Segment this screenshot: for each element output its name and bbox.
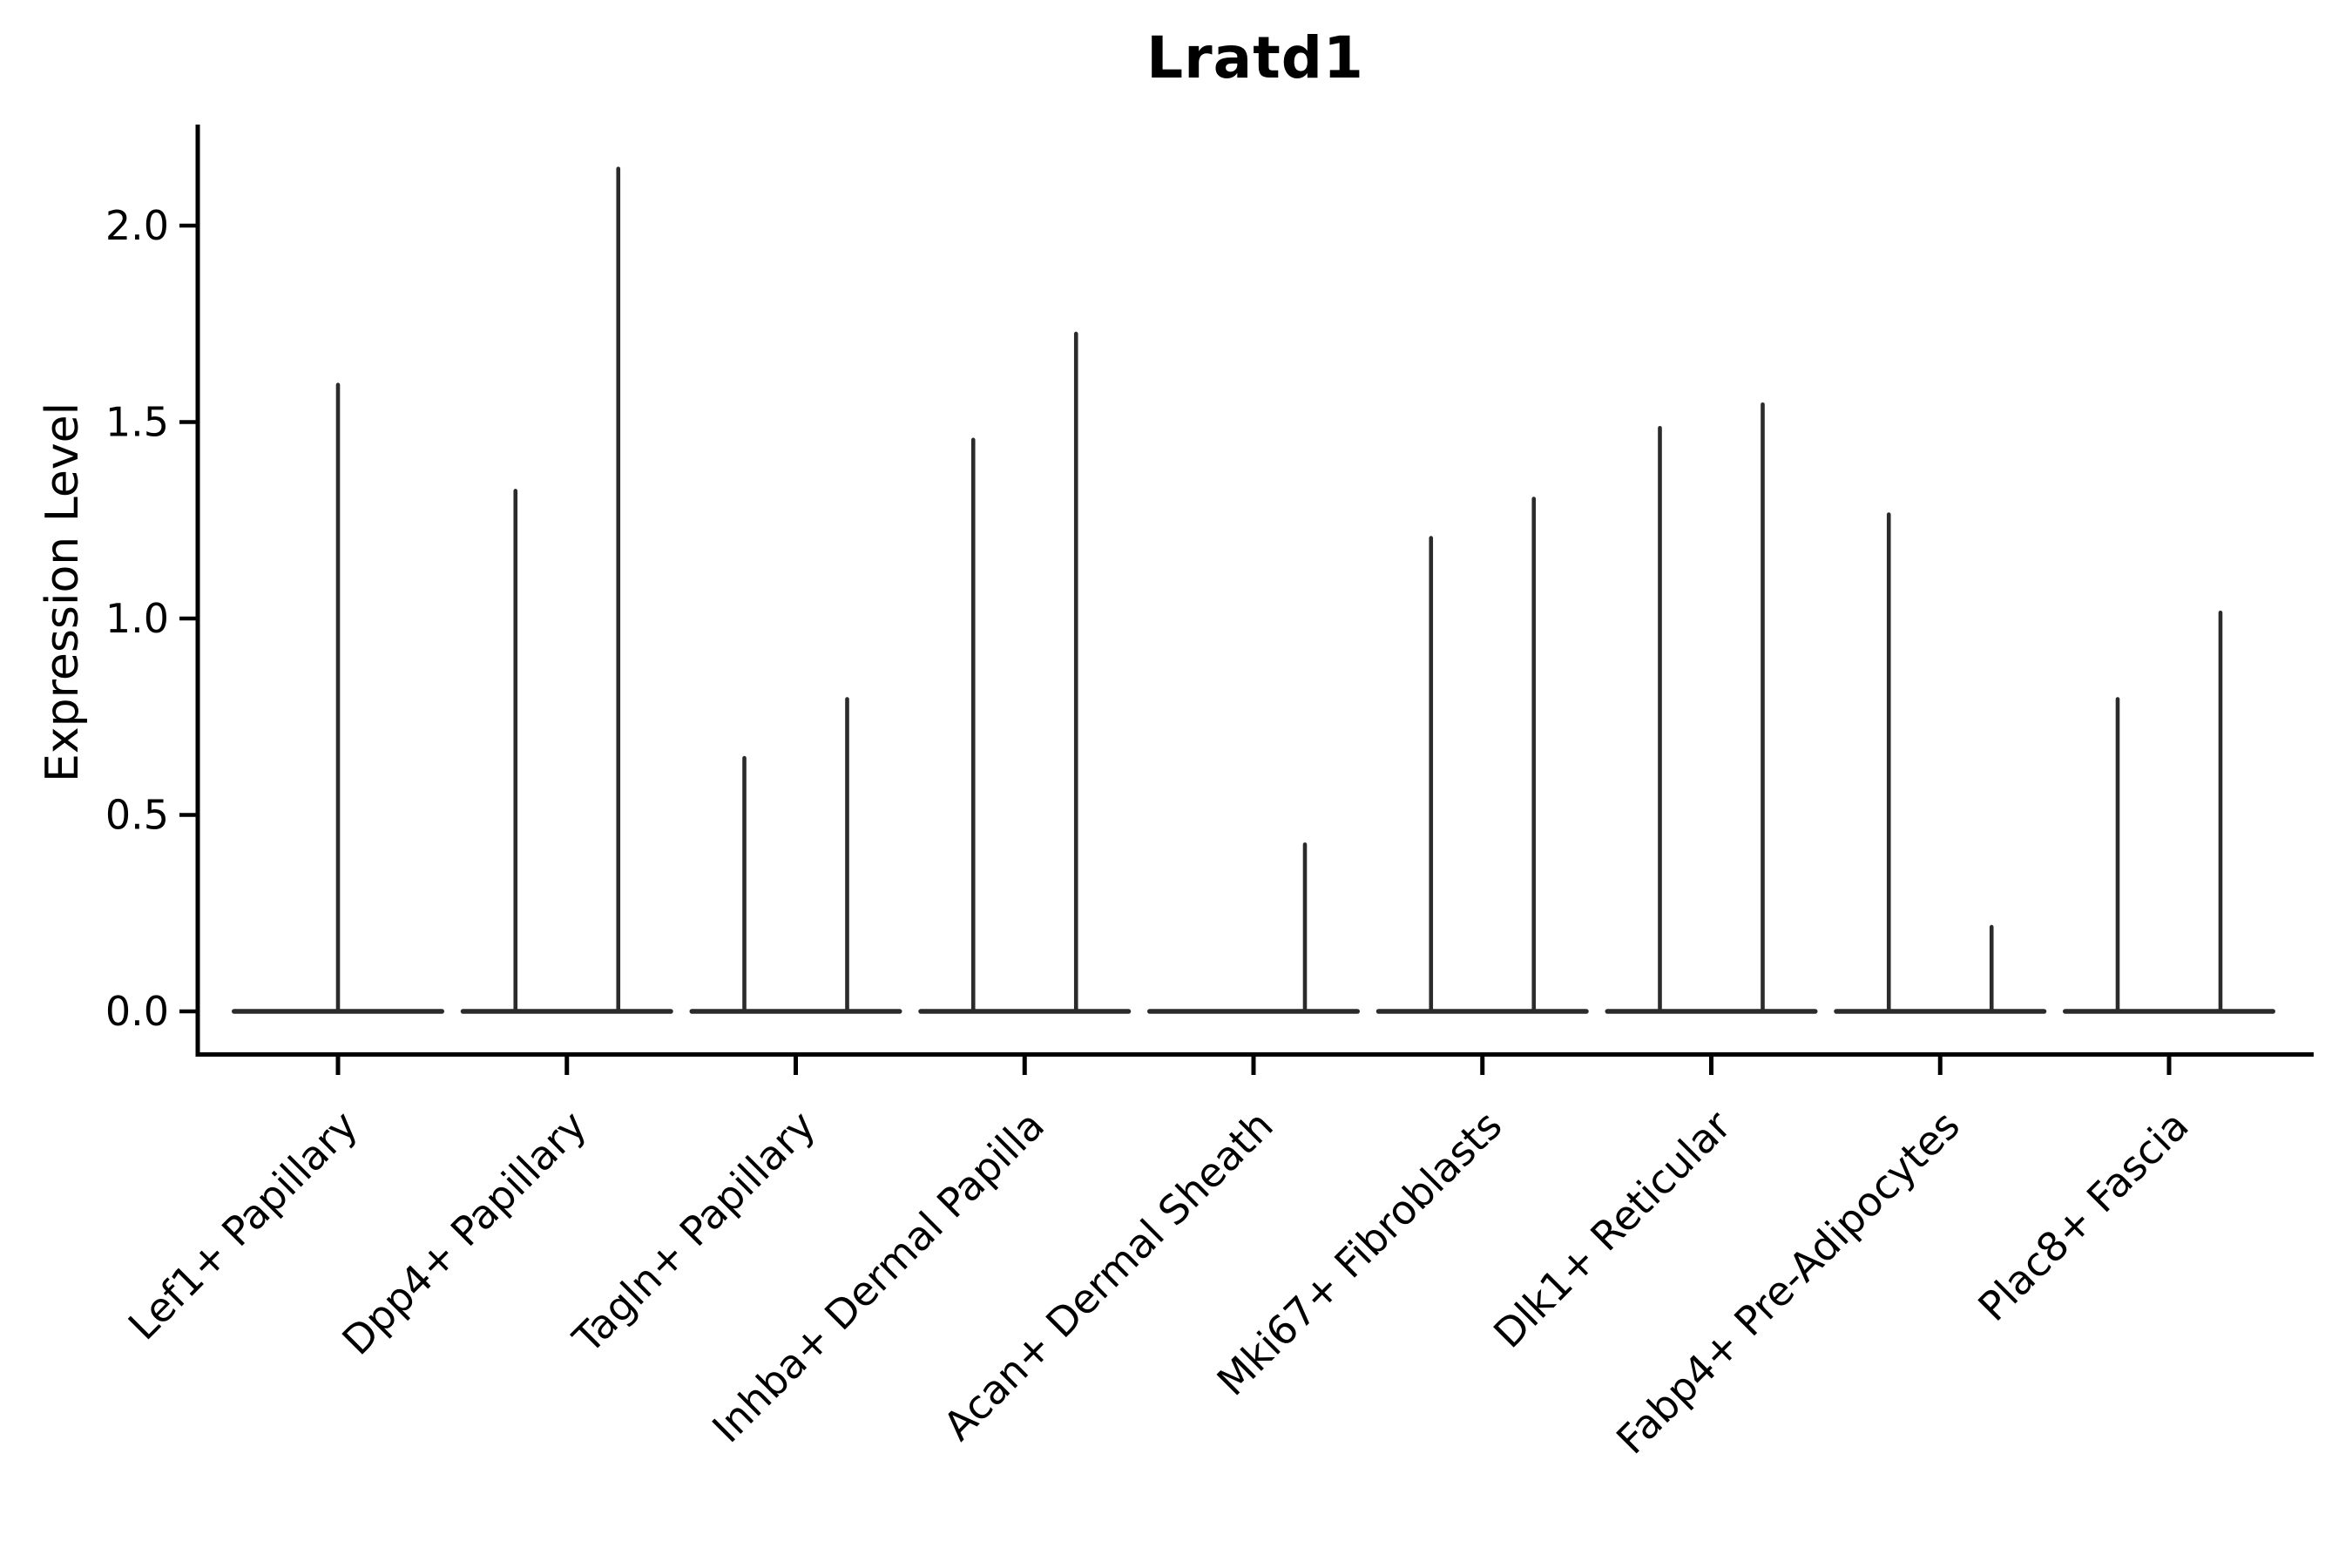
- violin-baseline: [918, 1009, 1132, 1014]
- violin-spike: [1886, 512, 1891, 1011]
- violin-spike: [1302, 842, 1308, 1011]
- x-tick-label: Dlk1+ Reticular: [1484, 1102, 1740, 1357]
- violin-spike: [742, 755, 747, 1011]
- violin-baseline: [689, 1009, 902, 1014]
- violin-baseline: [1834, 1009, 2047, 1014]
- y-tick-label: 1.5: [105, 399, 169, 446]
- violin-spike: [616, 166, 621, 1012]
- violin-spike: [2218, 610, 2223, 1011]
- x-tick-label: Plac8+ Fascia: [1969, 1102, 2197, 1330]
- chart-title: Lratd1: [1146, 24, 1364, 91]
- violin-spike: [970, 437, 976, 1011]
- violin-spike: [335, 382, 341, 1011]
- x-tick-label: Dpp4+ Papillary: [333, 1102, 595, 1364]
- violin-baseline: [2063, 1009, 2275, 1014]
- violin-baseline: [1605, 1009, 1818, 1014]
- violin-spike: [513, 489, 518, 1011]
- violin-spike: [1073, 331, 1078, 1011]
- y-tick-label: 1.0: [105, 595, 169, 642]
- violin-spike: [845, 697, 849, 1011]
- y-tick-label: 0.0: [105, 988, 169, 1035]
- violin-spike: [1761, 402, 1765, 1011]
- violin-baseline: [1147, 1009, 1360, 1014]
- violin-spike: [1658, 426, 1662, 1011]
- x-tick-label: Tagln+ Papillary: [564, 1102, 825, 1363]
- violin-baseline: [460, 1009, 673, 1014]
- violin-baseline: [1375, 1009, 1589, 1014]
- violin-spike: [1531, 497, 1537, 1011]
- y-tick-label: 2.0: [105, 202, 169, 249]
- violin-spike: [1989, 924, 1994, 1011]
- y-tick-label: 0.5: [105, 792, 169, 839]
- violin-spike: [1429, 536, 1434, 1011]
- violin-spike: [2115, 697, 2120, 1011]
- x-tick-label: Lef1+ Papillary: [119, 1102, 367, 1349]
